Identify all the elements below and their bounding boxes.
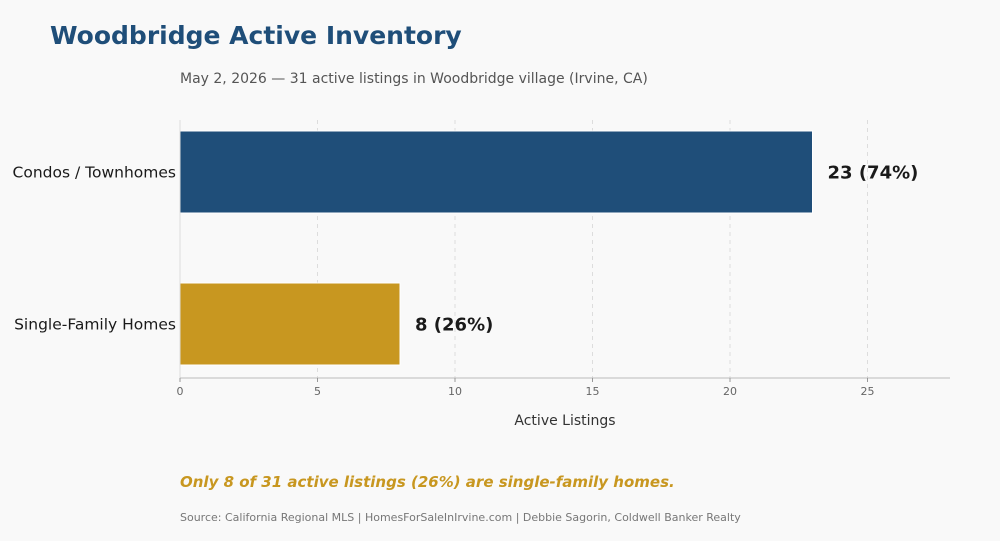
source-note: Source: California Regional MLS | HomesF…: [180, 511, 741, 524]
data-label: 23 (74%): [828, 163, 919, 184]
chart-subtitle: May 2, 2026 — 31 active listings in Wood…: [180, 71, 648, 87]
callout-note: Only 8 of 31 active listings (26%) are s…: [180, 473, 675, 491]
x-tick-label: 0: [177, 385, 184, 398]
category-label: Condos / Townhomes: [13, 164, 176, 182]
chart-title: Woodbridge Active Inventory: [50, 21, 462, 50]
x-tick-label: 5: [314, 385, 321, 398]
bar: [179, 282, 401, 366]
x-tick-label: 10: [448, 385, 462, 398]
x-tick-label: 20: [723, 385, 737, 398]
x-tick-label: 15: [586, 385, 600, 398]
category-label: Single-Family Homes: [14, 316, 176, 334]
x-axis-label: Active Listings: [514, 413, 615, 429]
bar: [179, 130, 813, 214]
x-tick-label: 25: [861, 385, 875, 398]
data-label: 8 (26%): [415, 315, 493, 336]
